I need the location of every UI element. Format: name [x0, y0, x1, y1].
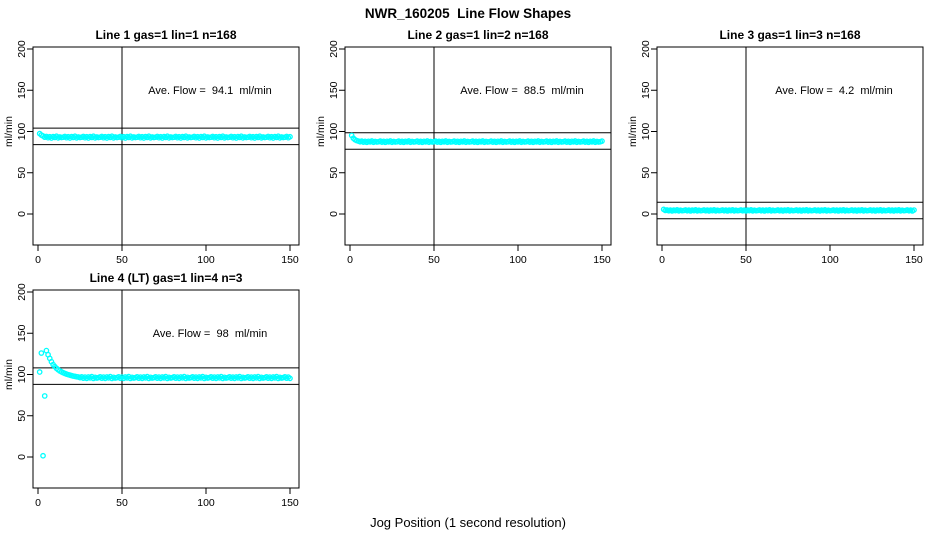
y-axis-unit-label: ml/min	[315, 116, 327, 147]
plot-box	[344, 46, 612, 246]
x-tick-label: 0	[659, 254, 665, 266]
plot-canvas-line2: 0 50 100 150 200 0 50 100 150 ml/min	[315, 40, 612, 266]
data-point	[41, 393, 48, 399]
x-tick-label: 0	[347, 254, 353, 266]
y-tick-label: 150	[328, 81, 340, 99]
plot-canvas-line4: 0 50 100 150 200 0 50 100 150 ml/min	[3, 283, 300, 509]
data-point	[38, 350, 45, 356]
y-tick-label: 50	[16, 167, 28, 179]
y-tick-label: 200	[640, 40, 652, 58]
scatter-points	[36, 347, 293, 459]
x-tick-label: 100	[821, 254, 839, 266]
y-axis: 0 50 100 150 200	[328, 40, 345, 217]
subplot-line2: 0 50 100 150 200 0 50 100 150 ml/min Line 2 gas=1…	[312, 25, 624, 270]
scatter-points	[348, 132, 605, 146]
x-axis: 0 50 100 150	[659, 245, 923, 266]
y-tick-label: 200	[16, 40, 28, 58]
x-tick-label: 50	[116, 497, 128, 509]
scatter-points	[36, 130, 293, 141]
y-tick-label: 150	[16, 81, 28, 99]
x-tick-label: 50	[428, 254, 440, 266]
figure-title: NWR_160205 Line Flow Shapes	[364, 6, 572, 21]
ave-flow-annotation: Ave. Flow = 88.5 ml/min	[460, 85, 584, 97]
y-axis: 0 50 100 150 200	[16, 283, 33, 460]
y-tick-label: 150	[16, 324, 28, 342]
y-axis-unit-label: ml/min	[3, 359, 15, 390]
y-axis-unit-label: ml/min	[627, 116, 639, 147]
plot-box	[32, 289, 300, 489]
reference-lines	[33, 47, 299, 245]
reference-lines	[33, 290, 299, 488]
y-tick-label: 100	[16, 123, 28, 141]
y-tick-label: 100	[328, 123, 340, 141]
x-tick-label: 0	[35, 497, 41, 509]
x-axis: 0 50 100 150	[35, 488, 299, 509]
y-tick-label: 200	[328, 40, 340, 58]
x-tick-label: 100	[509, 254, 527, 266]
x-axis: 0 50 100 150	[35, 245, 299, 266]
x-tick-label: 100	[197, 254, 215, 266]
plot-canvas-line1: 0 50 100 150 200 0 50 100 150 ml/min	[3, 40, 300, 266]
y-tick-label: 0	[640, 211, 652, 217]
reference-lines	[657, 47, 923, 245]
plot-title: Line 2 gas=1 lin=2 n=168	[407, 28, 549, 42]
y-tick-label: 100	[640, 123, 652, 141]
y-axis: 0 50 100 150 200	[16, 40, 33, 217]
subplot-line4: 0 50 100 150 200 0 50 100 150 ml/min Line 4 (LT) …	[0, 268, 312, 513]
y-axis: 0 50 100 150 200	[640, 40, 657, 217]
y-tick-label: 200	[16, 283, 28, 301]
y-tick-label: 0	[16, 454, 28, 460]
y-tick-label: 50	[16, 410, 28, 422]
plot-title: Line 4 (LT) gas=1 lin=4 n=3	[89, 271, 243, 285]
y-tick-label: 0	[16, 211, 28, 217]
x-tick-label: 150	[281, 254, 299, 266]
x-tick-label: 150	[281, 497, 299, 509]
x-tick-label: 50	[740, 254, 752, 266]
ave-flow-annotation: Ave. Flow = 4.2 ml/min	[775, 85, 893, 97]
ave-flow-annotation: Ave. Flow = 98 ml/min	[152, 328, 268, 340]
x-tick-label: 50	[116, 254, 128, 266]
reference-lines	[345, 47, 611, 245]
plot-canvas-line3: 0 50 100 150 200 0 50 100 150 ml/min	[627, 40, 924, 266]
ave-flow-annotation: Ave. Flow = 94.1 ml/min	[148, 85, 272, 97]
scatter-points	[660, 206, 917, 214]
x-tick-label: 150	[593, 254, 611, 266]
data-point	[40, 452, 46, 459]
plot-box	[656, 46, 924, 246]
plot-title: Line 3 gas=1 lin=3 n=168	[719, 28, 861, 42]
x-tick-label: 0	[35, 254, 41, 266]
plot-box	[32, 46, 300, 246]
plot-title: Line 1 gas=1 lin=1 n=168	[95, 28, 237, 42]
subplot-line3: 0 50 100 150 200 0 50 100 150 ml/min Line 3 gas=1…	[624, 25, 936, 270]
data-point	[287, 375, 293, 382]
y-tick-label: 50	[328, 167, 340, 179]
subplot-line1: 0 50 100 150 200 0 50 100 150 ml/min Line 1 gas=1…	[0, 25, 312, 270]
data-point	[287, 133, 293, 140]
y-tick-label: 50	[640, 167, 652, 179]
y-tick-label: 100	[16, 366, 28, 384]
x-tick-label: 100	[197, 497, 215, 509]
data-point	[599, 138, 605, 145]
data-point	[911, 207, 917, 213]
x-axis: 0 50 100 150	[347, 245, 611, 266]
x-tick-label: 150	[905, 254, 923, 266]
data-point	[36, 369, 43, 375]
y-tick-label: 150	[640, 81, 652, 99]
y-tick-label: 0	[328, 211, 340, 217]
x-axis-label: Jog Position (1 second resolution)	[370, 515, 566, 530]
y-axis-unit-label: ml/min	[3, 116, 15, 147]
